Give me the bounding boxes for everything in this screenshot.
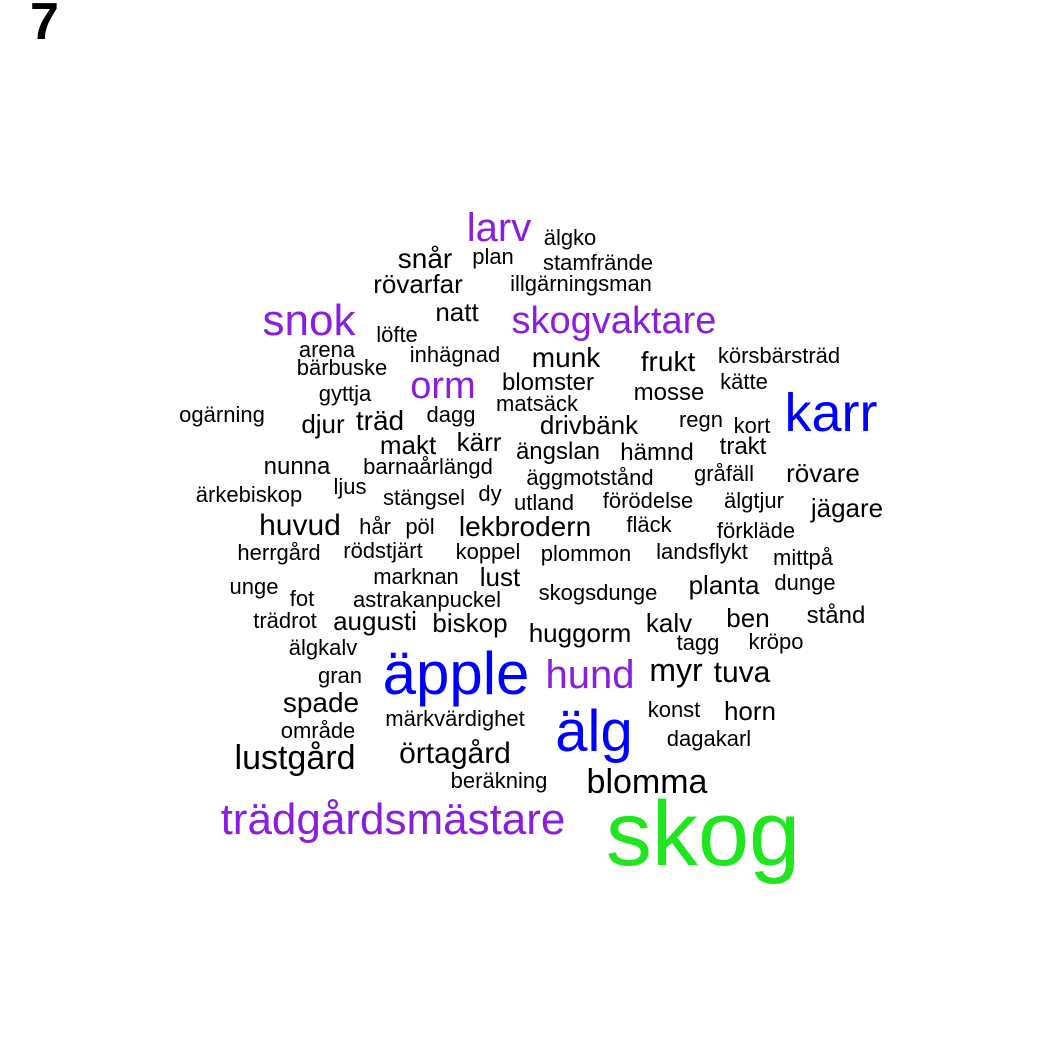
word-cloud-word: förödelse	[603, 488, 694, 513]
word-cloud-word: dunge	[774, 570, 835, 595]
word-cloud-word: kröpo	[748, 629, 803, 654]
word-cloud-word: herrgård	[237, 540, 320, 565]
word-cloud-word: mosse	[634, 379, 705, 406]
word-cloud-word: larv	[467, 206, 531, 250]
word-cloud-word: skog	[606, 783, 800, 885]
word-cloud-word: matsäck	[496, 391, 579, 416]
word-cloud-word: gråfäll	[694, 461, 754, 486]
word-cloud-word: förkläde	[717, 518, 795, 543]
word-cloud-word: dy	[478, 481, 501, 506]
word-cloud-word: körsbärsträd	[718, 343, 840, 368]
word-cloud-word: arena	[299, 337, 356, 362]
word-cloud-word: trakt	[720, 433, 767, 460]
word-cloud-word: äpple	[383, 640, 530, 707]
word-cloud-word: lustgård	[235, 739, 356, 777]
word-cloud-word: hund	[546, 653, 635, 697]
word-cloud-word: blomster	[502, 369, 594, 396]
word-cloud-word: makt	[380, 430, 437, 460]
word-cloud-word: kort	[734, 413, 771, 438]
word-cloud-word: märkvärdighet	[385, 706, 524, 731]
word-cloud-word: kärr	[457, 427, 502, 457]
word-cloud-word: älgtjur	[724, 488, 784, 513]
word-cloud-word: myr	[649, 652, 703, 688]
word-cloud-word: huggorm	[529, 618, 632, 648]
word-cloud-word: älgkalv	[289, 635, 357, 660]
word-cloud-word: tuva	[714, 656, 771, 689]
word-cloud-word: löfte	[376, 322, 418, 347]
word-cloud-word: blomma	[587, 763, 708, 801]
word-cloud-word: munk	[532, 342, 601, 373]
word-cloud-word: landsflykt	[656, 539, 748, 564]
word-cloud-word: augusti	[333, 606, 417, 636]
word-cloud-word: biskop	[432, 608, 507, 638]
word-cloud-word: nunna	[264, 453, 331, 480]
word-cloud-word: planta	[689, 570, 760, 600]
word-cloud-word: natt	[435, 297, 479, 327]
word-cloud-word: regn	[679, 407, 723, 432]
word-cloud-word: träd	[356, 405, 404, 436]
word-cloud-word: frukt	[641, 346, 696, 377]
word-cloud-word: skogsdunge	[539, 580, 658, 605]
word-cloud-word: fläck	[626, 512, 672, 537]
word-cloud-word: orm	[410, 365, 475, 407]
word-cloud-word: bärbuske	[297, 355, 388, 380]
word-cloud-word: mittpå	[773, 545, 834, 570]
word-cloud-word: ljus	[333, 474, 366, 499]
word-cloud-word: hår	[359, 514, 391, 539]
word-cloud-word: illgärningsman	[510, 271, 652, 296]
word-cloud-word: plommon	[541, 541, 631, 566]
word-cloud-word: trädgårdsmästare	[221, 795, 566, 844]
word-cloud-word: ärkebiskop	[196, 482, 302, 507]
word-cloud-word: fot	[290, 586, 314, 611]
word-cloud-word: örtagård	[399, 737, 511, 770]
word-cloud-word: plan	[472, 244, 514, 269]
word-cloud-word: pöl	[405, 514, 434, 539]
word-cloud-word: stånd	[807, 602, 866, 629]
word-cloud-word: tagg	[677, 630, 720, 655]
word-cloud-word: unge	[230, 574, 279, 599]
word-cloud-word: skogvaktare	[512, 300, 717, 342]
word-cloud-word: dagakarl	[667, 726, 751, 751]
word-cloud-word: huvud	[259, 509, 341, 542]
word-cloud-word: jägare	[810, 493, 883, 523]
word-cloud-word: spade	[283, 687, 359, 718]
word-cloud-word: ängslan	[516, 438, 600, 465]
word-cloud-word: älg	[555, 699, 632, 764]
word-cloud-word: ben	[726, 603, 769, 633]
word-cloud-word: beräkning	[451, 768, 548, 793]
word-cloud-word: gyttja	[319, 381, 372, 406]
word-cloud-word: astrakanpuckel	[353, 587, 501, 612]
word-cloud-word: snok	[263, 296, 357, 345]
word-cloud-word: koppel	[456, 539, 521, 564]
word-cloud-word: stängsel	[383, 485, 465, 510]
word-cloud-word: djur	[301, 409, 345, 439]
word-cloud-word: område	[281, 718, 356, 743]
word-cloud-word: karr	[785, 383, 878, 443]
word-cloud-word: rövare	[786, 458, 860, 488]
word-cloud-word: horn	[724, 696, 776, 726]
word-cloud-word: drivbänk	[540, 410, 639, 440]
word-cloud-word: älgko	[544, 225, 597, 250]
word-cloud-word: konst	[648, 697, 701, 722]
word-cloud-word: gran	[318, 663, 362, 688]
word-cloud-word: dagg	[427, 402, 476, 427]
word-cloud-word: utland	[514, 490, 574, 515]
word-cloud-word: marknan	[373, 564, 459, 589]
word-cloud-word: lekbrodern	[459, 511, 591, 542]
word-cloud-word: barnaårlängd	[363, 454, 493, 479]
word-cloud-word: snår	[398, 243, 452, 274]
word-cloud-word: ogärning	[179, 402, 265, 427]
word-cloud-word: stamfrände	[543, 250, 653, 275]
word-cloud-word: hämnd	[620, 439, 693, 466]
word-cloud-word: rödstjärt	[343, 538, 422, 563]
word-cloud-word: kätte	[720, 369, 768, 394]
panel-number: 7	[30, 0, 59, 51]
word-cloud-word: lust	[480, 562, 521, 592]
word-cloud-word: äggmotstånd	[526, 465, 653, 490]
word-cloud-word: kalv	[646, 608, 692, 638]
word-cloud-word: inhägnad	[410, 342, 501, 367]
word-cloud-word: rövarfar	[373, 269, 463, 299]
word-cloud-word: trädrot	[253, 608, 317, 633]
